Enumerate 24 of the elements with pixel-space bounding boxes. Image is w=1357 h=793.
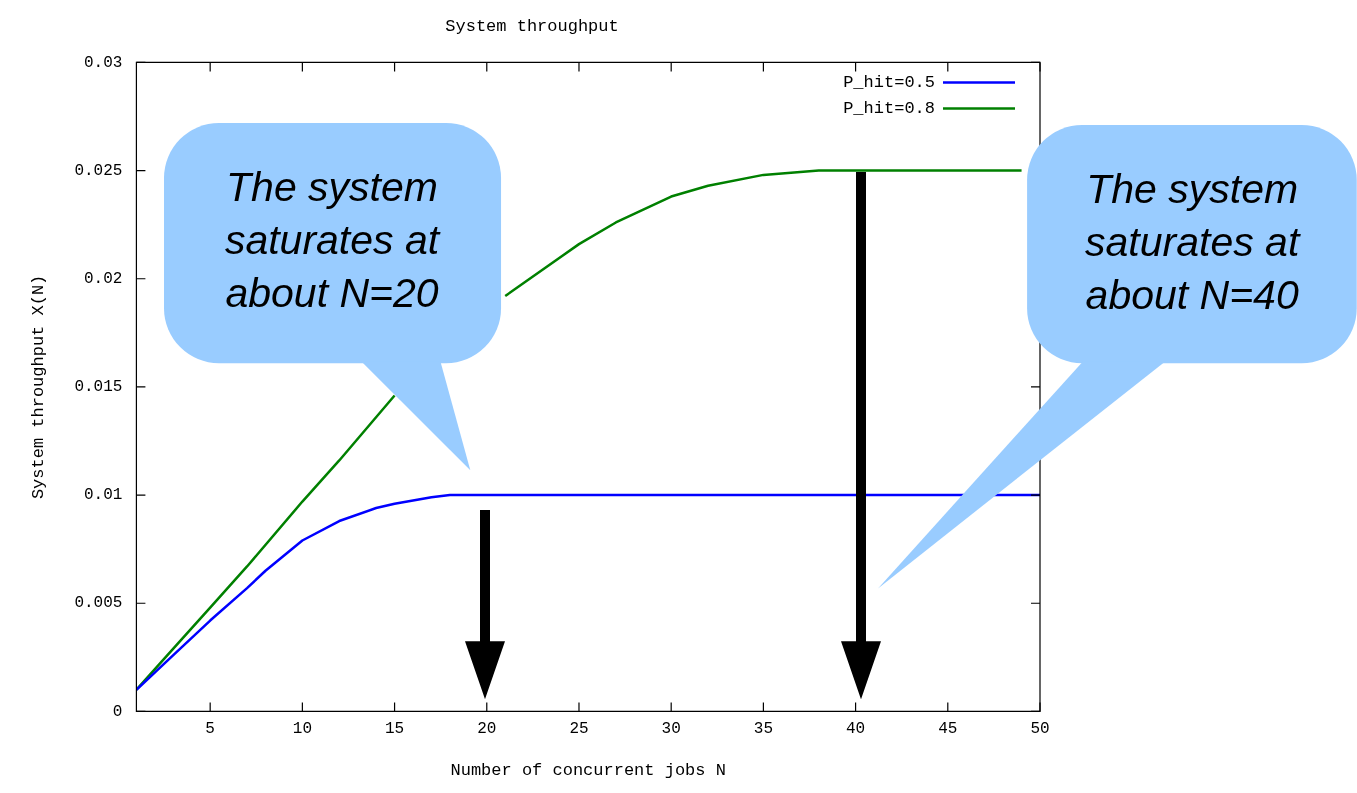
chart-title: System throughput (445, 16, 619, 36)
y-tick-label: 0.01 (84, 486, 123, 505)
x-tick-label: 20 (477, 720, 497, 739)
y-tick-label: 0.005 (74, 594, 123, 613)
legend-label: P_hit=0.5 (843, 72, 935, 92)
y-axis-title: System throughput X(N) (28, 274, 48, 500)
x-axis-title: Number of concurrent jobs N (450, 761, 726, 781)
x-tick-label: 10 (292, 720, 312, 739)
x-tick-label: 45 (938, 720, 958, 739)
x-tick-label: 50 (1030, 720, 1050, 739)
x-tick-label: 25 (569, 720, 589, 739)
y-tick-label: 0.015 (74, 378, 123, 397)
x-tick-label: 35 (753, 720, 773, 739)
x-tick-label: 15 (384, 720, 405, 739)
annotation: The system saturates at about N=20 (223, 163, 442, 319)
y-tick-label: 0.02 (84, 269, 123, 288)
x-tick-label: 40 (845, 720, 866, 739)
y-tick-label: 0 (112, 702, 123, 721)
text: The system saturates at about N=40 (1084, 164, 1302, 320)
legend-label: P_hit=0.8 (843, 98, 935, 118)
y-tick-label: 0.03 (84, 53, 123, 72)
y-tick-label: 0.025 (74, 161, 123, 180)
x-tick-label: 30 (661, 720, 681, 739)
x-tick-label: 5 (205, 720, 215, 739)
